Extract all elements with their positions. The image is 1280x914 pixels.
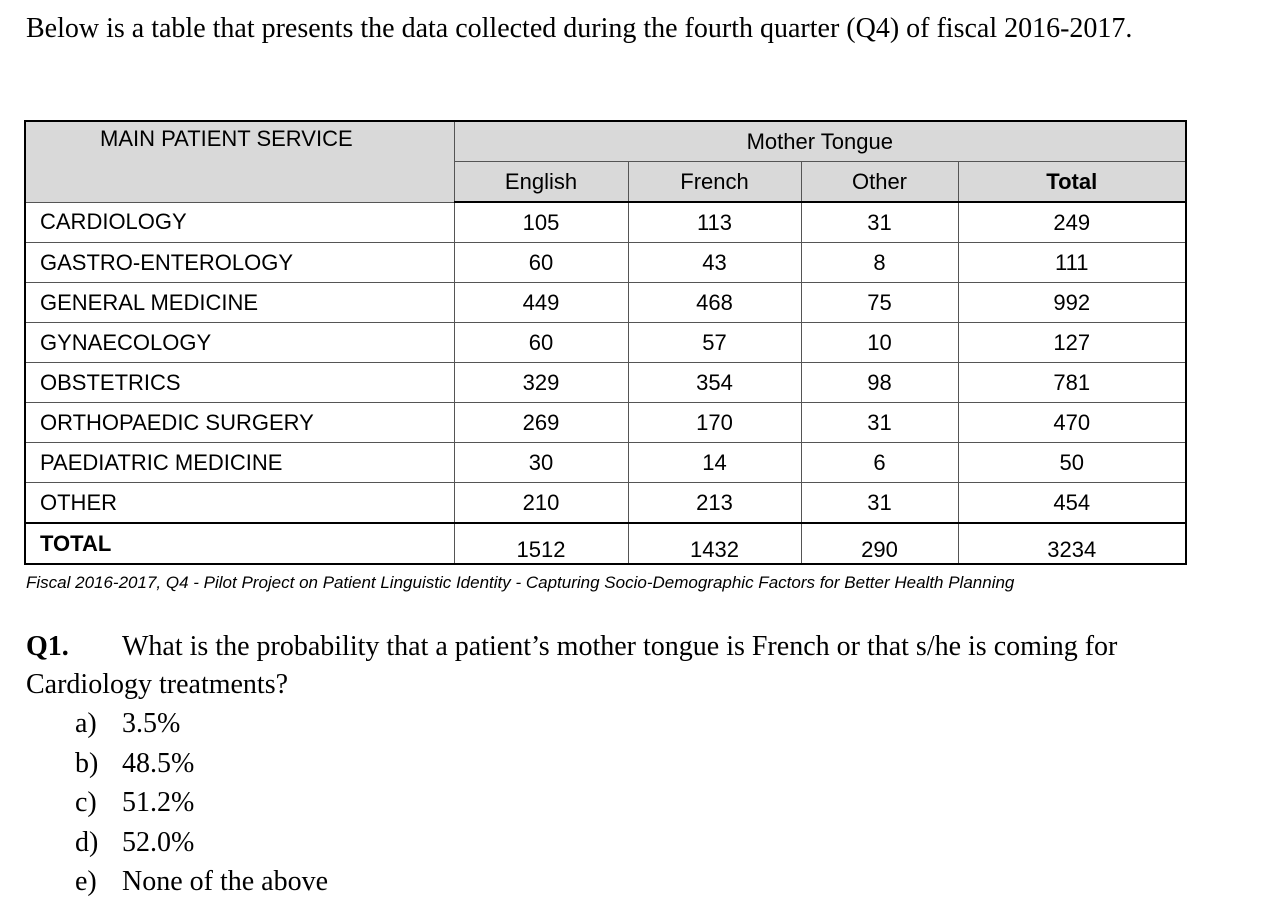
cell: 329 [453,362,629,403]
table-row: CARDIOLOGY 105 113 31 249 [24,201,1187,243]
table-row: OBSTETRICS 329 354 98 781 [24,362,1187,403]
data-table: MAIN PATIENT SERVICE Mother Tongue English… [24,120,1187,565]
column-header: French [627,161,802,203]
cell: 57 [627,322,802,363]
cell: 30 [453,442,629,483]
row-label: ORTHOPAEDIC SURGERY [24,402,455,443]
header-cell: MAIN PATIENT SERVICE [24,120,455,203]
option-text: 51.2% [122,787,195,818]
table-row: OTHER 210 213 31 454 [24,482,1187,524]
row-label: OTHER [24,482,455,524]
cell: 75 [800,282,959,323]
option: e) None of the above [75,862,328,902]
question-text: What is the probability that a patient’s… [26,631,1118,700]
cell: 43 [627,242,802,283]
options: a) 3.5% b) 48.5% c) 51.2% d) 52.0% e) None of the… [75,704,328,902]
option-letter: e) [75,866,97,897]
cell: 111 [957,242,1187,283]
cell: 354 [627,362,802,403]
cell: 60 [453,322,629,363]
option-letter: c) [75,787,97,818]
table-caption: Fiscal 2016-2017, Q4 - Pilot Project on … [26,573,1015,592]
question: Q1. What is the probability that a patien… [26,628,1226,704]
cell: 269 [453,402,629,443]
cell: 31 [800,402,959,443]
cell: 468 [627,282,802,323]
option: c) 51.2% [75,783,328,823]
cell: 6 [800,442,959,483]
cell: 992 [957,282,1187,323]
table-row: ORTHOPAEDIC SURGERY 269 170 31 470 [24,402,1187,443]
row-label: TOTAL [24,522,455,565]
option-text: None of the above [122,866,329,897]
table-row: GENERAL MEDICINE 449 468 75 992 [24,282,1187,323]
cell: 127 [957,322,1187,363]
option-text: 48.5% [122,747,195,779]
row-label: GENERAL MEDICINE [24,282,455,323]
option-text: 3.5% [122,708,181,739]
cell: 213 [627,482,802,524]
column-header: Total [957,161,1187,203]
cell: 1512 [453,522,629,565]
cell: 98 [800,362,959,403]
cell: 60 [453,242,629,283]
row-label: OBSTETRICS [24,362,455,403]
question-label: Q1. [26,631,69,662]
option-letter: a) [75,708,97,739]
cell: 113 [627,201,802,243]
cell: 8 [800,242,959,283]
cell: 1432 [627,522,802,565]
option-letter: b) [75,747,99,779]
cell: 105 [453,201,629,243]
intro-text: Below is a table that presents the data … [26,13,1133,44]
row-label: GYNAECOLOGY [24,322,455,363]
option: b) 48.5% [75,744,328,784]
option: a) 3.5% [75,704,328,744]
option-text: 52.0% [122,826,195,858]
cell: 249 [957,201,1187,243]
table-row: GASTRO-ENTEROLOGY 60 43 8 111 [24,242,1187,283]
table-row: GYNAECOLOGY 60 57 10 127 [24,322,1187,363]
cell: 781 [957,362,1187,403]
header-row: English French Other Total [25,161,1187,203]
table-row: PAEDIATRIC MEDICINE 30 14 6 50 [24,442,1187,483]
group-header: Mother Tongue [453,120,1187,162]
cell: 454 [957,482,1187,524]
cell: 470 [957,402,1187,443]
total-row: TOTAL 1512 1432 290 3234 [24,522,1187,565]
cell: 14 [627,442,802,483]
cell: 10 [800,322,959,363]
cell: 50 [957,442,1187,483]
cell: 170 [627,402,802,443]
cell: 290 [800,522,959,565]
option: d) 52.0% [75,823,328,863]
option-letter: d) [75,826,99,858]
row-label: CARDIOLOGY [24,201,455,243]
column-header: Other [800,161,959,203]
row-label: PAEDIATRIC MEDICINE [24,442,455,483]
cell: 210 [453,482,629,524]
column-header: English [453,161,629,203]
row-label: GASTRO-ENTEROLOGY [24,242,455,283]
cell: 449 [453,282,629,323]
cell: 31 [800,201,959,243]
cell: 31 [800,482,959,524]
header-row: MAIN PATIENT SERVICE Mother Tongue [24,120,1187,203]
cell: 3234 [957,522,1187,565]
